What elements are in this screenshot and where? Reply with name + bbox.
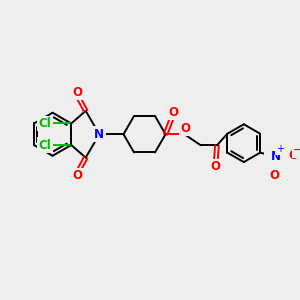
Text: O: O xyxy=(168,106,178,119)
Text: O: O xyxy=(73,86,83,99)
Text: +: + xyxy=(276,144,284,154)
Text: −: − xyxy=(293,144,300,157)
Text: Cl: Cl xyxy=(39,117,51,130)
Text: O: O xyxy=(289,149,299,162)
Text: O: O xyxy=(180,122,190,135)
Text: Cl: Cl xyxy=(39,139,51,152)
Text: N: N xyxy=(270,150,280,163)
Text: O: O xyxy=(211,160,221,173)
Text: O: O xyxy=(269,169,279,182)
Text: O: O xyxy=(73,169,83,182)
Text: N: N xyxy=(94,128,104,141)
